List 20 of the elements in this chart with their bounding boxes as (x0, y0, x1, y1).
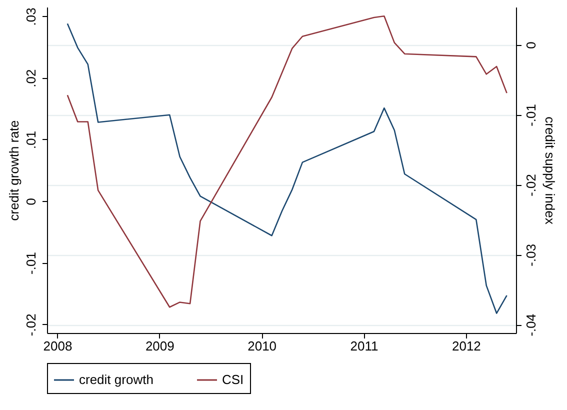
y2-tick-label: -.04 (524, 314, 538, 336)
y-tick-label: 0 (24, 198, 38, 206)
y2-tick-label: -.02 (524, 174, 538, 196)
y-tick-label: -.01 (24, 252, 38, 274)
x-tick-label: 2011 (350, 338, 378, 354)
legend-label: CSI (222, 372, 244, 387)
x-tick-label: 2009 (145, 338, 174, 354)
x-tick-label: 2008 (43, 338, 72, 354)
x-tick-label: 2010 (248, 338, 277, 354)
y-tick-label: .02 (24, 69, 38, 88)
x-tick-label: 2012 (452, 338, 481, 354)
y-tick-label: .01 (24, 130, 38, 150)
y2-tick-label: 0 (524, 42, 538, 49)
y2-axis-title: credit supply index (542, 116, 558, 225)
y2-tick-label: -.01 (524, 104, 538, 126)
y-axis-title: credit growth rate (6, 120, 22, 221)
y-tick-label: -.02 (24, 314, 38, 336)
legend-label: credit growth (79, 372, 154, 387)
y2-tick-label: -.03 (524, 244, 538, 266)
y-tick-label: .03 (24, 8, 38, 26)
